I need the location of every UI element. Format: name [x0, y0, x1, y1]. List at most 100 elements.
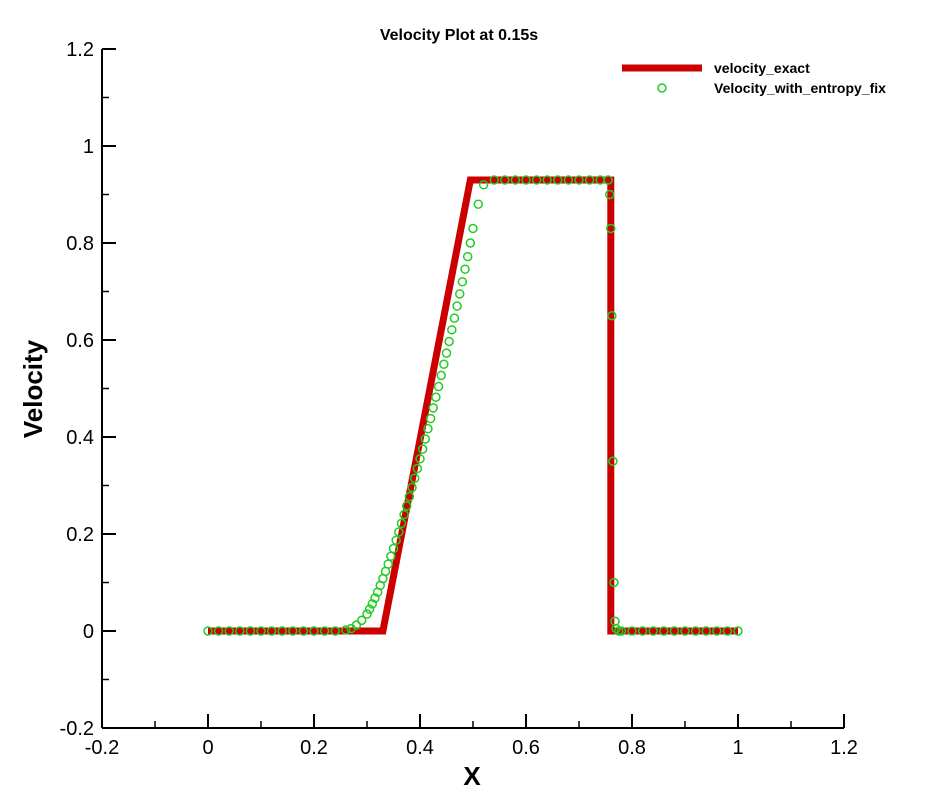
- data-point-1-79: [614, 626, 624, 636]
- data-point-1-42: [428, 403, 438, 413]
- data-point-1-78: [611, 623, 621, 634]
- data-point-1-51: [452, 301, 462, 311]
- data-point-1-56: [465, 238, 476, 248]
- data-point-1-58: [473, 199, 484, 209]
- data-point-1-5: [256, 626, 266, 636]
- data-point-1-41: [425, 413, 436, 424]
- data-point-1-60: [489, 175, 499, 185]
- data-point-1-44: [433, 381, 444, 392]
- data-point-1-16: [356, 615, 367, 626]
- data-point-1-13: [341, 625, 351, 635]
- x-tick-label-2: 0.2: [300, 737, 328, 759]
- data-point-1-55: [462, 251, 473, 262]
- legend-label-1: Velocity_with_entropy_fix: [714, 80, 886, 96]
- data-point-1-19: [367, 599, 378, 609]
- data-point-1-25: [383, 559, 393, 569]
- data-point-1-26: [386, 551, 396, 562]
- data-point-1-73: [606, 223, 616, 234]
- data-point-1-8: [288, 626, 298, 636]
- data-point-1-59: [478, 180, 489, 190]
- x-tick-label-6: 1: [732, 737, 743, 759]
- data-point-1-90: [722, 626, 733, 636]
- data-point-1-71: [603, 175, 613, 185]
- data-point-1-43: [431, 392, 441, 402]
- data-point-1-10: [309, 626, 319, 636]
- x-tick-label-0: -0.2: [85, 737, 119, 759]
- data-point-1-84: [659, 626, 669, 636]
- data-point-1-0: [203, 626, 213, 636]
- data-point-1-64: [531, 175, 542, 185]
- data-point-1-28: [391, 535, 401, 546]
- data-point-1-4: [245, 626, 256, 636]
- data-point-1-68: [574, 175, 584, 185]
- data-point-1-63: [521, 175, 531, 185]
- series-layer: [203, 175, 743, 636]
- x-tick-label-7: 1.2: [830, 737, 858, 759]
- y-tick-label-1: 0: [83, 621, 94, 643]
- x-tick-label-4: 0.6: [512, 737, 540, 759]
- data-point-1-40: [423, 424, 433, 434]
- data-point-1-47: [441, 348, 452, 358]
- legend-swatch-1: [657, 83, 667, 93]
- data-point-1-20: [370, 593, 380, 603]
- data-point-1-17: [362, 609, 372, 619]
- y-axis-title: Velocity: [18, 339, 48, 438]
- data-point-1-50: [449, 313, 460, 323]
- data-point-1-48: [444, 336, 454, 347]
- data-point-1-39: [420, 434, 431, 444]
- data-point-1-57: [468, 223, 478, 234]
- data-point-1-49: [447, 325, 457, 335]
- data-point-1-15: [351, 620, 362, 630]
- axes: -0.2 0 0.2 0.4 0.6 0.8 1 1.2 -0.2 0 0.2 0.4 0.6 0.8 1 1…: [60, 39, 858, 759]
- data-point-1-9: [298, 626, 309, 636]
- data-point-1-88: [701, 626, 711, 636]
- data-point-1-75: [608, 456, 618, 466]
- y-tick-label-7: 1.2: [66, 39, 94, 61]
- data-point-1-30: [396, 518, 407, 529]
- data-point-1-83: [648, 626, 658, 636]
- data-point-1-85: [669, 626, 680, 636]
- x-tick-label-1: 0: [202, 737, 213, 759]
- data-point-1-33: [404, 491, 415, 502]
- data-point-1-7: [277, 626, 287, 636]
- data-point-1-2: [224, 626, 234, 636]
- data-point-1-80: [616, 626, 627, 636]
- y-tick-label-6: 1: [83, 136, 94, 158]
- data-point-1-34: [407, 482, 417, 493]
- x-axis-title: X: [463, 761, 481, 791]
- data-point-1-36: [412, 463, 423, 474]
- data-point-1-18: [364, 604, 375, 614]
- data-point-1-27: [388, 543, 399, 554]
- data-point-1-11: [319, 626, 330, 636]
- data-point-1-87: [690, 626, 701, 636]
- data-point-1-12: [330, 626, 340, 636]
- data-point-1-89: [712, 626, 722, 636]
- y-tick-label-2: 0.2: [66, 524, 94, 546]
- chart-title: Velocity Plot at 0.15s: [380, 27, 538, 44]
- data-point-1-81: [627, 626, 637, 636]
- series-line-0: [208, 176, 738, 635]
- y-tick-label-5: 0.8: [66, 233, 94, 255]
- data-point-1-91: [733, 626, 743, 636]
- data-point-1-6: [266, 626, 277, 636]
- data-point-1-86: [680, 626, 690, 636]
- data-point-1-69: [584, 175, 595, 185]
- data-point-1-74: [607, 311, 617, 321]
- data-point-1-66: [553, 175, 563, 185]
- legend-label-0: velocity_exact: [714, 60, 810, 76]
- data-point-1-46: [439, 359, 449, 369]
- x-tick-label-3: 0.4: [406, 737, 434, 759]
- y-tick-label-3: 0.4: [66, 427, 94, 449]
- data-point-1-29: [394, 527, 404, 537]
- data-point-1-35: [409, 473, 420, 483]
- data-point-1-65: [542, 175, 552, 185]
- data-point-1-32: [402, 501, 412, 511]
- data-point-1-54: [460, 264, 470, 274]
- y-tick-label-4: 0.6: [66, 330, 94, 352]
- data-point-1-67: [563, 175, 574, 185]
- y-tick-label-0: -0.2: [60, 718, 94, 740]
- data-point-1-37: [415, 454, 425, 464]
- data-point-1-61: [500, 175, 510, 185]
- data-point-1-3: [235, 626, 245, 636]
